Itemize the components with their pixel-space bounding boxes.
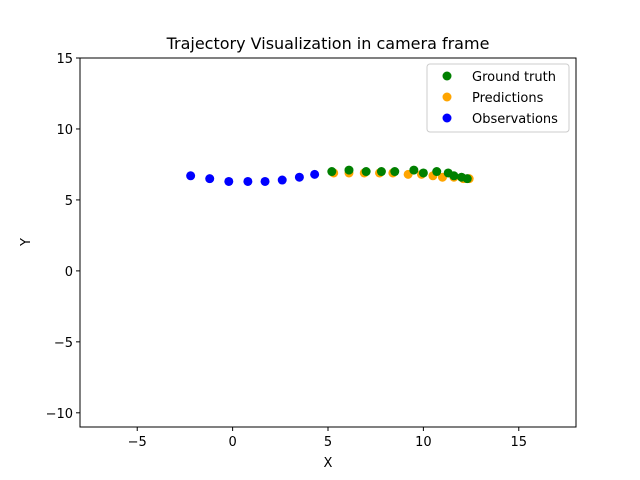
ground-truth-point [376, 167, 386, 177]
legend-label-predictions: Predictions [472, 91, 544, 106]
ground-truth-point [344, 165, 354, 175]
y-axis-label: Y [19, 238, 34, 247]
x-tick-label: 15 [510, 435, 527, 450]
y-tick-label: 0 [65, 265, 73, 280]
legend-marker-observations [442, 113, 452, 123]
y-tick-label: 10 [56, 123, 73, 138]
y-axis-ticks: −10 −5 0 5 10 15 [46, 52, 80, 422]
observations-point [310, 169, 320, 179]
x-axis-ticks: −5 0 5 10 15 [128, 427, 527, 450]
chart-title: Trajectory Visualization in camera frame [166, 34, 490, 53]
ground-truth-point [390, 167, 400, 177]
y-tick-label: −5 [54, 336, 73, 351]
x-tick-label: 10 [415, 435, 432, 450]
observations-point [224, 176, 234, 186]
x-tick-label: 5 [324, 435, 332, 450]
y-tick-label: 5 [65, 194, 73, 209]
ground-truth-point [432, 167, 442, 177]
y-tick-label: 15 [56, 52, 73, 67]
ground-truth-point [418, 168, 428, 178]
legend-box [426, 63, 570, 133]
ground-truth-point [449, 171, 459, 181]
ground-truth-point [409, 165, 419, 175]
legend-label-observations: Observations [472, 112, 558, 127]
observations-point [186, 171, 196, 181]
observations-point [205, 174, 215, 184]
x-axis-label: X [324, 456, 333, 471]
legend-label-ground-truth: Ground truth [472, 70, 556, 85]
x-tick-label: −5 [128, 435, 147, 450]
x-tick-label: 0 [228, 435, 236, 450]
observations-point [277, 175, 287, 185]
observations-point [260, 176, 270, 186]
ground-truth-point [462, 174, 472, 184]
legend: Ground truth Predictions Observations [426, 63, 570, 133]
ground-truth-point [327, 167, 337, 177]
legend-marker-ground-truth [442, 71, 452, 81]
observations-point [294, 172, 304, 182]
legend-marker-predictions [442, 92, 452, 102]
data-points-layer [186, 165, 474, 186]
ground-truth-point [361, 167, 371, 177]
observations-point [243, 176, 253, 186]
y-tick-label: −10 [46, 407, 73, 422]
